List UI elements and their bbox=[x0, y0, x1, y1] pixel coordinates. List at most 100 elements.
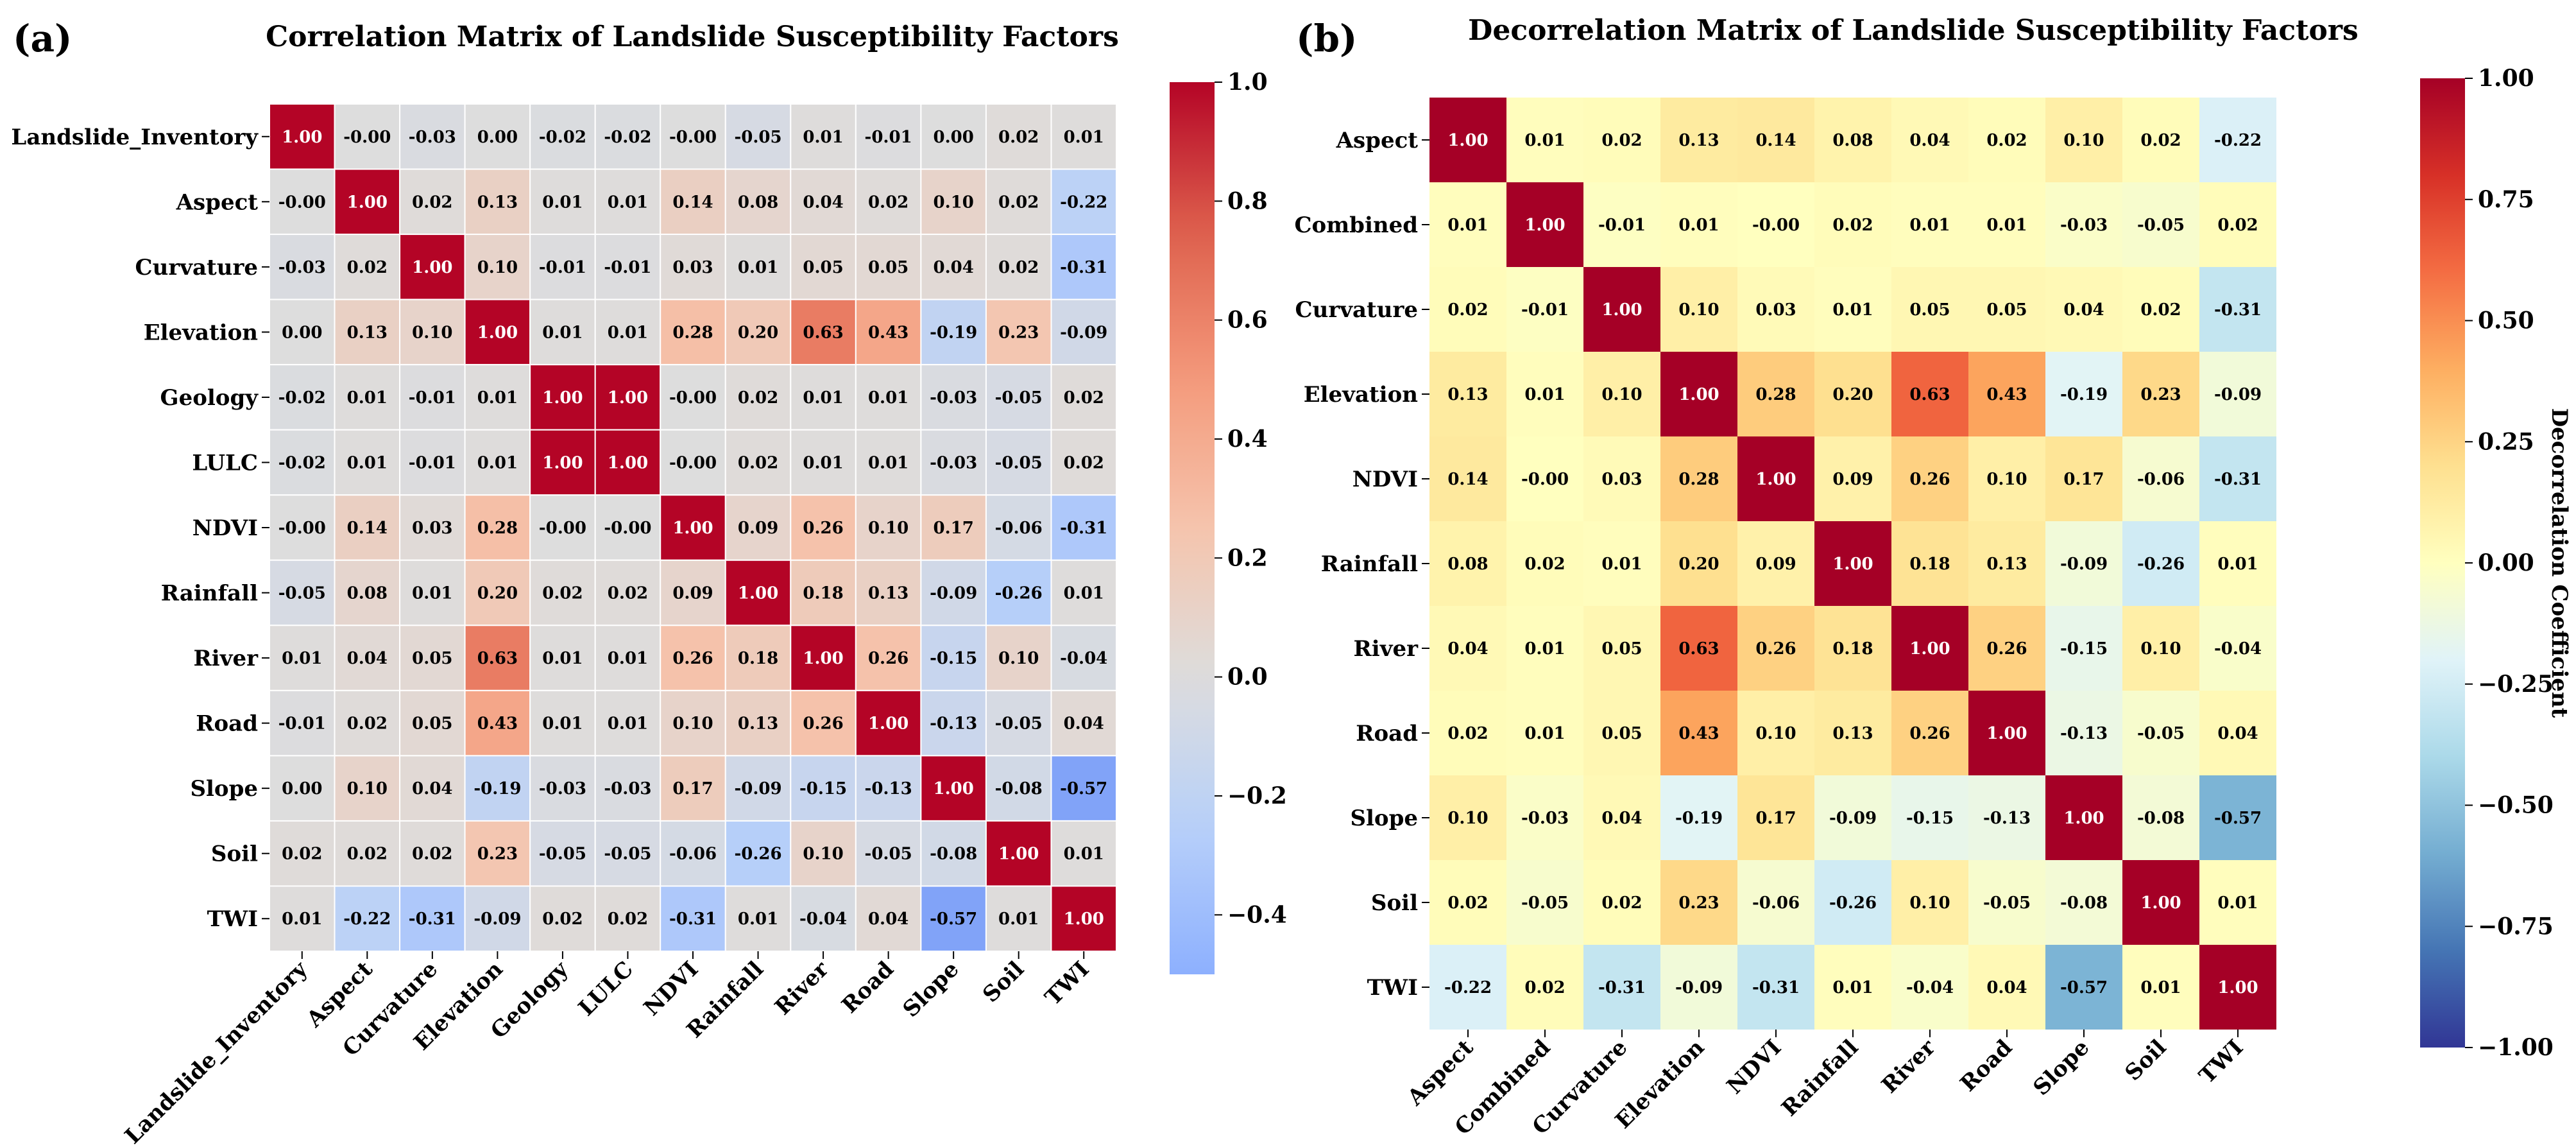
heatmap-cells-b: 1.00 0.01 0.02 0.13 0.14 0.08 0.04 0.02 0.10 0.02… bbox=[1429, 98, 2276, 1030]
colorbar-tick-label: 0.0 bbox=[1227, 664, 1268, 691]
cell-value-label: -0.31 bbox=[2214, 300, 2262, 320]
cell-value-label: 0.04 bbox=[1601, 809, 1642, 828]
cell-value-label: -0.22 bbox=[343, 910, 391, 929]
cell-value-label: 1.00 bbox=[1524, 216, 1565, 235]
y-tick-label: Rainfall bbox=[1321, 551, 1418, 577]
cell-value-label: 0.04 bbox=[347, 649, 388, 668]
heatmap-cell bbox=[1891, 267, 1968, 352]
cell-value-label: 0.05 bbox=[412, 649, 452, 668]
heatmap-cell bbox=[1050, 820, 1118, 887]
y-tick-label: TWI bbox=[1367, 975, 1418, 1001]
y-tick-label: NDVI bbox=[192, 515, 258, 541]
x-tick-label: Road bbox=[837, 956, 899, 1019]
cell-value-label: 0.04 bbox=[2063, 300, 2104, 320]
cell-value-label: 0.00 bbox=[282, 779, 322, 798]
heatmap-cell bbox=[920, 234, 987, 300]
cell-value-label: 1.00 bbox=[1986, 724, 2027, 743]
heatmap-cell bbox=[660, 168, 726, 236]
cell-value-label: 0.10 bbox=[2140, 639, 2181, 659]
cell-value-label: 0.10 bbox=[1755, 724, 1796, 743]
heatmap-cell bbox=[2045, 182, 2122, 267]
y-tick-label: Soil bbox=[211, 841, 258, 867]
heatmap-cell bbox=[1506, 182, 1583, 267]
decorrelation-panel: (b) Decorrelation Matrix of Landslide Su… bbox=[1294, 14, 2572, 1141]
cell-value-label: 0.01 bbox=[608, 649, 648, 668]
heatmap-cell bbox=[2045, 691, 2122, 775]
y-tick-label: LULC bbox=[192, 450, 258, 476]
heatmap-cell bbox=[1583, 521, 1660, 606]
cell-value-label: 0.28 bbox=[1755, 385, 1796, 404]
heatmap-cell bbox=[920, 625, 987, 691]
cell-value-label: -0.09 bbox=[1829, 809, 1877, 828]
heatmap-cell bbox=[269, 429, 336, 496]
cell-value-label: 0.10 bbox=[868, 519, 908, 538]
heatmap-cell bbox=[399, 494, 466, 561]
heatmap-cell bbox=[1968, 945, 2045, 1030]
heatmap-cell bbox=[464, 755, 531, 822]
cell-value-label: -0.00 bbox=[1521, 470, 1569, 489]
cell-value-label: -0.03 bbox=[930, 388, 977, 408]
heatmap-cell bbox=[1891, 860, 1968, 945]
colorbar-gradient-b bbox=[2420, 78, 2465, 1048]
x-tick-label: Rainfall bbox=[1777, 1035, 1863, 1121]
heatmap-cell bbox=[1583, 352, 1660, 436]
cell-value-label: -0.03 bbox=[2060, 216, 2108, 235]
heatmap-cell bbox=[1737, 182, 1814, 267]
heatmap-cell bbox=[1737, 352, 1814, 436]
cell-value-label: 0.09 bbox=[672, 584, 713, 603]
cell-value-label: -0.09 bbox=[473, 910, 521, 929]
heatmap-cell bbox=[399, 103, 466, 170]
cell-value-label: -0.02 bbox=[278, 453, 326, 472]
cell-value-label: 0.01 bbox=[542, 714, 583, 734]
heatmap-cell bbox=[2122, 352, 2199, 436]
cell-value-label: -0.05 bbox=[1983, 893, 2031, 913]
heatmap-cell bbox=[1891, 606, 1968, 691]
cell-value-label: 0.20 bbox=[477, 584, 518, 603]
cell-value-label: -0.03 bbox=[539, 779, 586, 798]
colorbar-tick-label: −1.00 bbox=[2478, 1034, 2554, 1061]
heatmap-cell bbox=[660, 885, 726, 953]
heatmap-cell bbox=[660, 364, 726, 431]
cell-value-label: -0.09 bbox=[1675, 978, 1723, 997]
cell-value-label: -0.06 bbox=[995, 519, 1043, 538]
cell-value-label: 1.00 bbox=[2217, 978, 2258, 997]
cell-value-label: 0.01 bbox=[868, 453, 908, 472]
cell-value-label: 0.04 bbox=[1064, 714, 1104, 734]
cell-value-label: -0.15 bbox=[799, 779, 847, 798]
heatmap-cell bbox=[1814, 521, 1891, 606]
cell-value-label: 0.02 bbox=[998, 258, 1039, 277]
heatmap-cell bbox=[1583, 945, 1660, 1030]
heatmap-cell bbox=[1737, 98, 1814, 182]
cell-value-label: -0.02 bbox=[539, 128, 586, 147]
heatmap-cell bbox=[1814, 182, 1891, 267]
heatmap-cell bbox=[1891, 691, 1968, 775]
cell-value-label: 0.10 bbox=[477, 258, 518, 277]
heatmap-cell bbox=[1429, 775, 1506, 860]
heatmap-cell bbox=[1814, 606, 1891, 691]
correlation-panel: (a) Correlation Matrix of Landslide Susc… bbox=[11, 17, 1286, 1147]
cell-value-label: 0.01 bbox=[738, 910, 778, 929]
heatmap-cell bbox=[269, 298, 336, 366]
heatmap-cell bbox=[269, 755, 336, 822]
heatmap-cell bbox=[2045, 775, 2122, 860]
heatmap-cell bbox=[1968, 182, 2045, 267]
heatmap-cell bbox=[334, 364, 401, 431]
cell-value-label: 0.02 bbox=[1447, 893, 1488, 913]
y-tick-label: Aspect bbox=[176, 189, 259, 215]
x-tick-label: Slope bbox=[2028, 1035, 2094, 1101]
cell-value-label: -0.06 bbox=[1752, 893, 1800, 913]
heatmap-cell bbox=[1429, 182, 1506, 267]
cell-value-label: 0.20 bbox=[1678, 555, 1719, 574]
cell-value-label: 0.26 bbox=[868, 649, 908, 668]
heatmap-cell bbox=[334, 820, 401, 887]
heatmap-cell bbox=[985, 689, 1052, 757]
heatmap-cell bbox=[464, 429, 531, 496]
heatmap-cell bbox=[594, 103, 661, 170]
cell-value-label: 0.02 bbox=[998, 128, 1039, 147]
heatmap-cell bbox=[920, 689, 987, 757]
cell-value-label: -0.03 bbox=[930, 453, 977, 472]
heatmap-cell bbox=[985, 625, 1052, 691]
heatmap-cell bbox=[1660, 775, 1737, 860]
heatmap-cell bbox=[790, 755, 857, 822]
